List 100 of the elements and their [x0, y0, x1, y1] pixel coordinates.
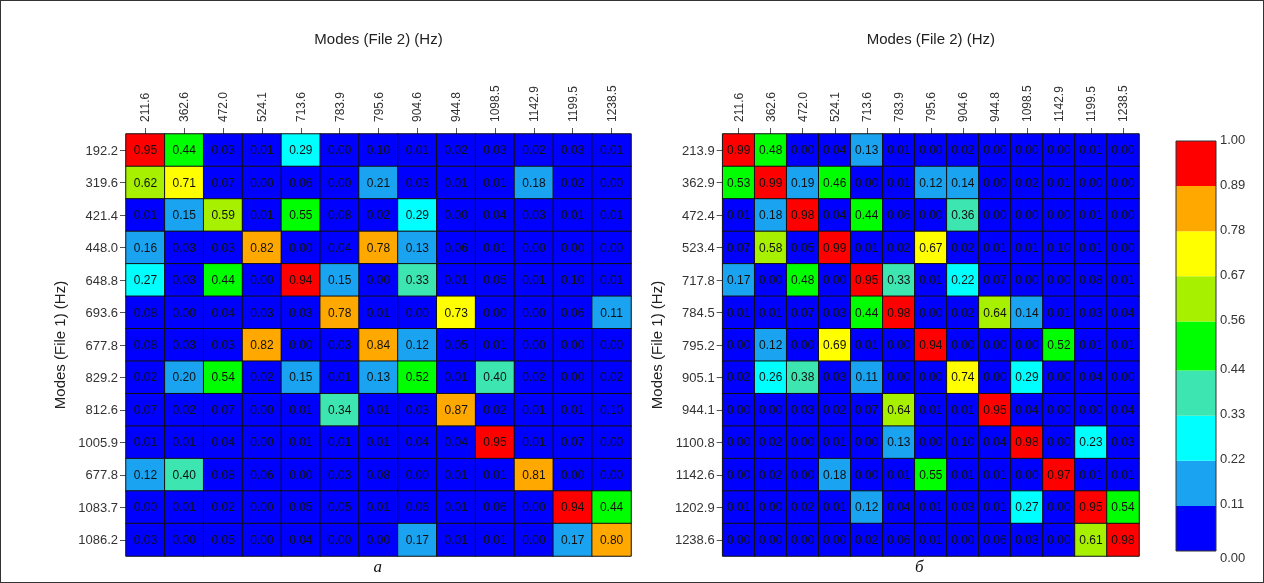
- data-label: 0.61: [1079, 532, 1103, 547]
- data-label: 0.00: [522, 500, 546, 515]
- data-label: 0.17: [561, 532, 585, 547]
- data-label: 0.10: [366, 143, 391, 158]
- data-label: 0.00: [327, 532, 352, 547]
- data-label: 0.36: [951, 208, 975, 223]
- data-label: 0.06: [887, 208, 911, 223]
- data-label: 0.82: [250, 338, 274, 352]
- data-label: 0.01: [366, 435, 391, 450]
- data-label: 0.78: [366, 240, 391, 255]
- y-tick-label: 905.1: [682, 369, 715, 385]
- data-label: 0.03: [823, 370, 847, 385]
- data-label: 0.58: [759, 240, 783, 255]
- data-label: 0.07: [133, 402, 158, 417]
- data-label: 0.00: [1111, 143, 1135, 158]
- data-label: 0.18: [759, 208, 783, 223]
- data-label: 0.01: [1111, 273, 1135, 288]
- data-label: 0.81: [522, 467, 546, 482]
- y-tick-label: 1202.9: [674, 499, 715, 515]
- data-label: 0.00: [1047, 370, 1071, 385]
- y-tick-label: 944.1: [682, 402, 715, 418]
- data-label: 0.00: [919, 435, 943, 450]
- data-label: 0.01: [726, 500, 751, 515]
- data-label: 0.03: [522, 208, 546, 223]
- x-tick-label: 211.6: [138, 92, 153, 122]
- data-label: 0.04: [211, 435, 236, 450]
- data-label: 0.04: [444, 435, 469, 450]
- data-label: 0.98: [791, 208, 815, 223]
- x-tick-label: 904.6: [410, 91, 425, 122]
- data-label: 0.01: [133, 435, 158, 450]
- y-tick-label: 812.6: [85, 402, 118, 418]
- color-bar-label: 0.33: [1220, 406, 1246, 422]
- data-label: 0.04: [1079, 370, 1103, 385]
- data-label: 0.02: [599, 370, 624, 385]
- data-label: 0.00: [172, 305, 197, 320]
- data-label: 0.00: [759, 532, 783, 547]
- data-label: 0.01: [327, 435, 352, 450]
- data-label: 0.01: [405, 143, 430, 158]
- data-label: 0.01: [444, 273, 469, 288]
- data-label: 0.02: [1015, 175, 1039, 190]
- x-tick-label: 1142.9: [526, 85, 541, 122]
- color-bar-label: 0.67: [1220, 266, 1246, 282]
- data-label: 0.05: [791, 240, 815, 255]
- data-label: 0.67: [919, 240, 943, 255]
- data-label: 0.00: [983, 370, 1007, 385]
- data-label: 0.00: [289, 467, 313, 482]
- data-label: 0.00: [1111, 370, 1135, 385]
- x-tick-label: 524.1: [827, 91, 842, 122]
- data-label: 0.01: [1079, 208, 1103, 223]
- data-label: 0.01: [983, 500, 1007, 515]
- y-tick-label: 523.4: [682, 240, 715, 256]
- data-label: 0.40: [483, 370, 508, 385]
- data-label: 0.06: [405, 500, 430, 515]
- data-label: 0.03: [951, 500, 975, 515]
- data-label: 0.00: [983, 143, 1007, 158]
- data-label: 0.02: [250, 370, 274, 385]
- x-tick-label: 1142.9: [1051, 85, 1066, 122]
- data-label: 0.15: [327, 273, 352, 288]
- data-label: 0.01: [919, 500, 943, 515]
- data-label: 0.03: [1015, 532, 1039, 547]
- data-label: 0.00: [289, 338, 313, 352]
- data-label: 0.00: [561, 338, 585, 352]
- data-label: 0.00: [522, 338, 546, 352]
- data-label: 0.13: [366, 370, 391, 385]
- y-tick-label: 213.9: [682, 142, 715, 158]
- data-label: 0.01: [983, 240, 1007, 255]
- data-label: 0.01: [561, 208, 585, 223]
- data-label: 0.99: [759, 175, 783, 190]
- data-label: 0.01: [522, 402, 546, 417]
- data-label: 0.00: [887, 338, 911, 352]
- data-label: 0.01: [919, 402, 943, 417]
- color-bar-label: 0.89: [1220, 176, 1246, 192]
- data-label: 0.84: [366, 338, 391, 352]
- data-label: 0.80: [599, 532, 624, 547]
- data-label: 0.00: [250, 532, 274, 547]
- data-label: 0.01: [483, 467, 508, 482]
- data-label: 0.00: [1111, 240, 1135, 255]
- x-axis-title: Modes (File 2) (Hz): [866, 30, 996, 47]
- color-bar-label: 0.44: [1220, 361, 1246, 377]
- data-label: 0.01: [599, 273, 624, 288]
- data-label: 0.00: [1111, 175, 1135, 190]
- data-label: 0.08: [133, 338, 158, 352]
- data-label: 0.02: [522, 143, 546, 158]
- data-label: 0.00: [1079, 402, 1103, 417]
- data-label: 0.00: [250, 500, 274, 515]
- data-label: 0.03: [483, 143, 508, 158]
- data-label: 0.00: [791, 467, 815, 482]
- data-label: 0.12: [405, 338, 430, 352]
- data-label: 0.03: [1079, 305, 1103, 320]
- data-label: 0.15: [289, 370, 313, 385]
- data-label: 0.01: [522, 435, 546, 450]
- data-label: 0.38: [791, 370, 815, 385]
- data-label: 0.01: [1047, 305, 1071, 320]
- data-label: 0.14: [1015, 305, 1039, 320]
- data-label: 0.55: [919, 467, 943, 482]
- data-label: 0.03: [327, 467, 352, 482]
- y-tick-label: 1142.6: [675, 467, 715, 483]
- data-label: 0.22: [951, 273, 975, 288]
- data-label: 0.98: [887, 305, 911, 320]
- data-label: 0.05: [327, 500, 352, 515]
